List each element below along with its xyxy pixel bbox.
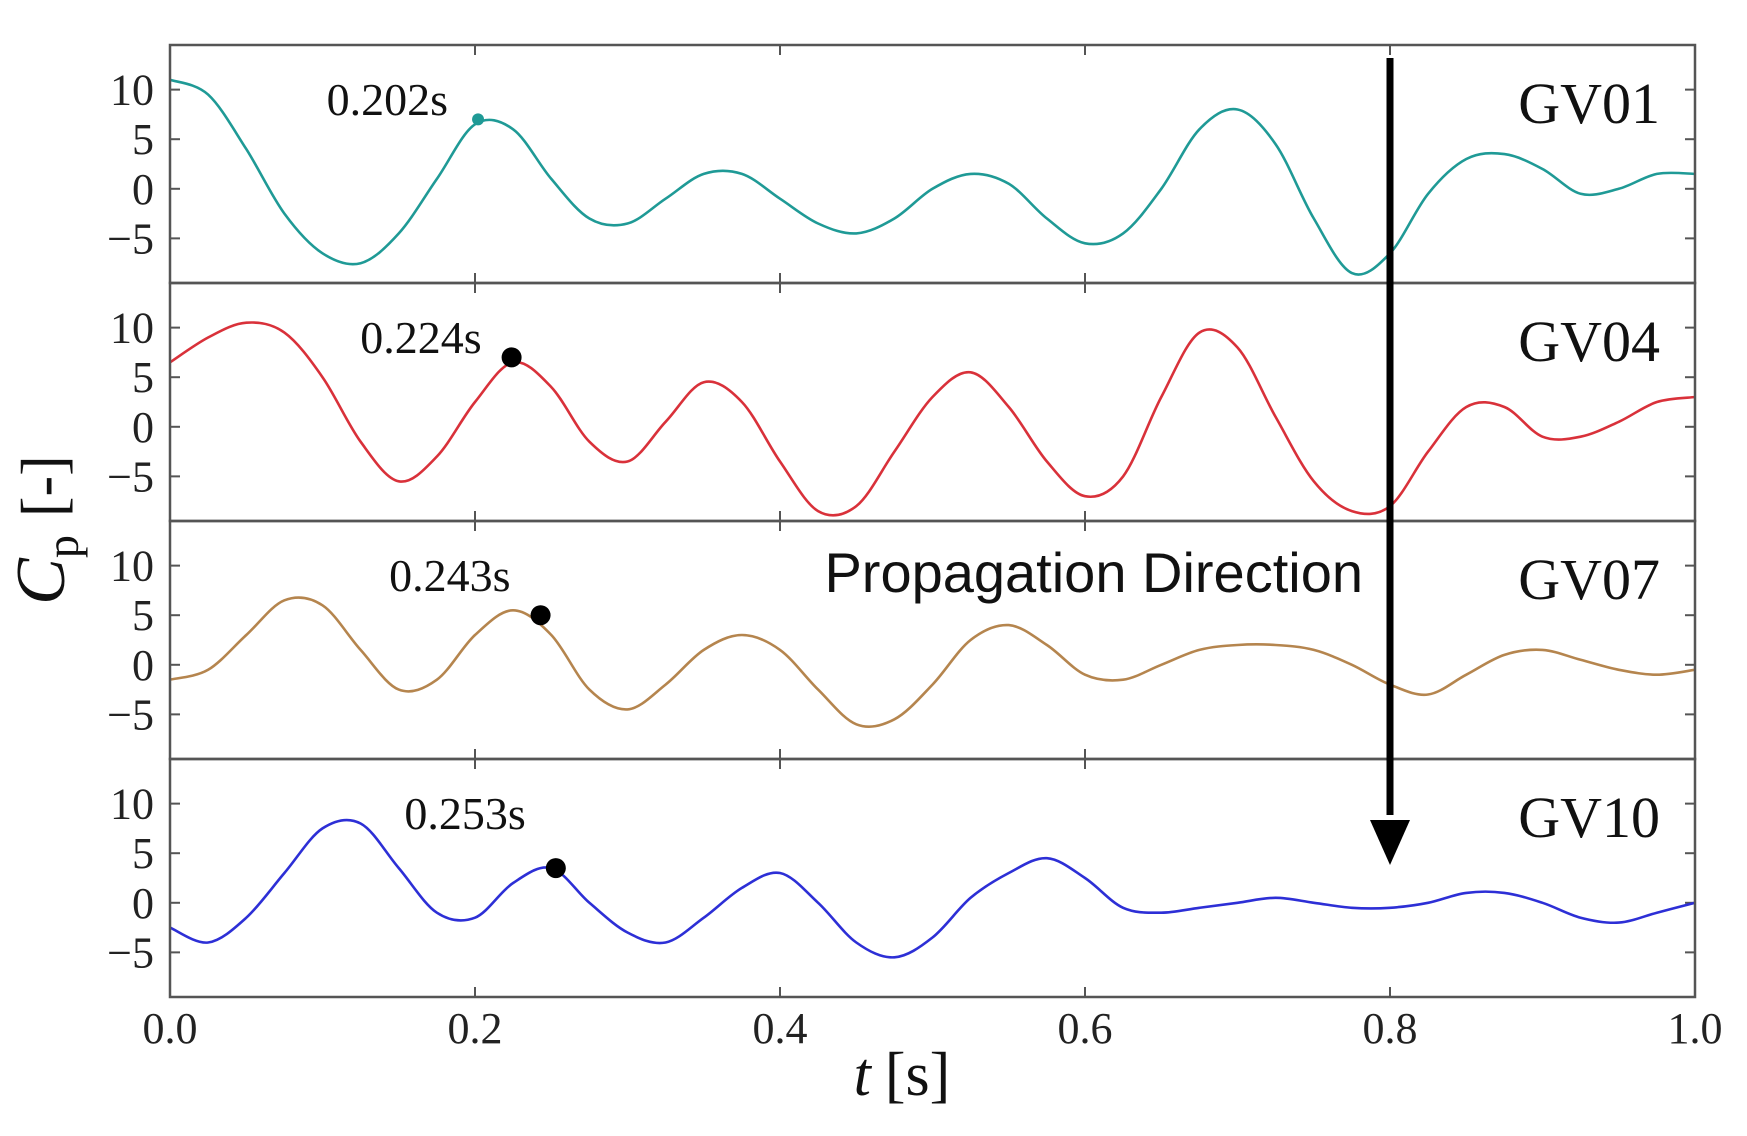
x-tick-label: 0.0: [143, 1004, 198, 1053]
panel-label-gv07: GV07: [1518, 547, 1660, 612]
y-tick-label: 0: [132, 879, 154, 928]
y-tick-label: 0: [132, 641, 154, 690]
y-tick-label: 5: [132, 591, 154, 640]
y-tick-label: −5: [107, 928, 154, 977]
peak-label-gv01: 0.202s: [327, 74, 448, 125]
peak-marker-gv04: [501, 347, 522, 368]
y-tick-label: 10: [110, 542, 154, 591]
x-tick-label: 0.2: [448, 1004, 503, 1053]
axis-titles: Cp [-] t [s]: [3, 455, 950, 1109]
panel-label-gv01: GV01: [1518, 71, 1660, 136]
y-tick-label: 10: [110, 780, 154, 829]
propagation-direction-label: Propagation Direction: [824, 541, 1363, 604]
x-axis-unit: [s]: [885, 1041, 950, 1109]
y-axis-label: Cp [-]: [3, 455, 88, 605]
peak-label-gv10: 0.253s: [404, 788, 525, 839]
series-line-gv04: [170, 321, 1695, 517]
y-tick-label: 5: [132, 115, 154, 164]
panel-frame: [168, 757, 1697, 999]
peak-label-gv04: 0.224s: [360, 312, 481, 363]
y-tick-label: −5: [107, 214, 154, 263]
y-tick-label: 5: [132, 829, 154, 878]
x-axis-symbol: t: [854, 1041, 873, 1109]
peak-marker-gv07: [530, 605, 551, 626]
peak-marker-gv10: [545, 858, 566, 879]
series-line-gv01: [170, 78, 1695, 276]
x-tick-label: 1.0: [1668, 1004, 1723, 1053]
x-axis: 0.0 0.2 0.4 0.6 0.8 1.0: [143, 1004, 1723, 1053]
y-axis-symbol: C: [3, 557, 80, 605]
series-line-gv07: [170, 596, 1695, 728]
propagation-arrow-head: [1370, 820, 1410, 865]
y-tick-label: 0: [132, 403, 154, 452]
peak-marker-gv01: [472, 113, 485, 126]
y-tick-label: 0: [132, 165, 154, 214]
y-tick-label: 10: [110, 66, 154, 115]
x-tick-label: 0.8: [1363, 1004, 1418, 1053]
peak-label-gv07: 0.243s: [389, 550, 510, 601]
annotation-layer: Propagation Direction: [824, 58, 1410, 865]
y-axis-unit: [-]: [10, 455, 78, 517]
y-tick-label: −5: [107, 690, 154, 739]
panel-label-gv10: GV10: [1518, 785, 1660, 850]
y-tick-label: 5: [132, 353, 154, 402]
x-axis-label: t [s]: [854, 1041, 951, 1109]
x-tick-label: 0.4: [753, 1004, 808, 1053]
y-axis-subscript: p: [37, 535, 88, 558]
panel-label-gv04: GV04: [1518, 309, 1660, 374]
y-tick-label: 10: [110, 304, 154, 353]
x-tick-label: 0.6: [1058, 1004, 1113, 1053]
y-tick-label: −5: [107, 452, 154, 501]
series-line-gv10: [170, 818, 1695, 959]
